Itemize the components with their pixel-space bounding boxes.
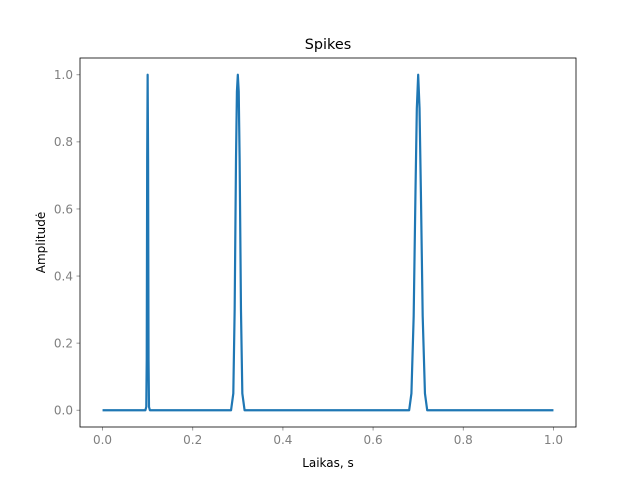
y-tick-label: 1.0 (54, 68, 73, 82)
x-tick-label: 0.4 (273, 433, 292, 447)
y-axis-label: Amplitudė (34, 212, 48, 274)
axis-ticks: 0.0 0.2 0.4 0.6 0.8 1.0 0.0 0.2 0.4 0.6 0.8 1.0 (54, 68, 563, 447)
x-tick-label: 0.6 (364, 433, 383, 447)
plot-frame (79, 57, 577, 428)
x-tick-label: 0.8 (454, 433, 473, 447)
x-axis-label: Laikas, s (302, 456, 354, 470)
series-line-0 (102, 73, 554, 412)
y-tick-label: 0.2 (54, 336, 73, 350)
y-tick-label: 0.0 (54, 404, 73, 418)
series-layer (102, 73, 554, 412)
chart-title: Spikes (305, 37, 351, 53)
y-tick-label: 0.4 (54, 269, 73, 283)
x-tick-label: 1.0 (544, 433, 563, 447)
x-tick-label: 0.0 (93, 433, 112, 447)
y-tick-label: 0.6 (54, 202, 73, 216)
x-tick-label: 0.2 (183, 433, 202, 447)
y-tick-label: 0.8 (54, 135, 73, 149)
